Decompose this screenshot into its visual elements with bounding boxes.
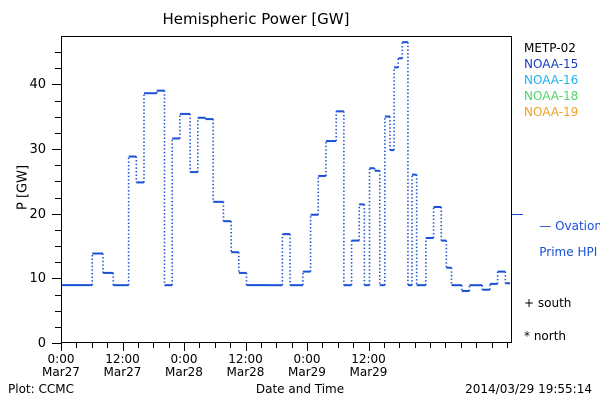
x-tick-minor [445,343,447,348]
timestamp-label: 2014/03/29 19:55:14 [465,382,592,396]
legend: METP-02 NOAA-15 NOAA-16 NOAA-18 NOAA-19 [524,40,578,120]
x-tick-time: 12:00 [228,352,263,366]
x-tick-label: 12:00 Mar27 [78,353,168,379]
legend-item-metp-02[interactable]: METP-02 [524,41,576,55]
x-tick-major [61,343,62,351]
x-tick-minor [153,343,155,348]
x-tick-major [307,343,308,351]
x-tick-minor [291,343,293,348]
x-tick-time: 0:00 [170,352,198,366]
x-tick-minor [260,343,262,348]
y-tick-minor [55,165,61,167]
y-tick-major [52,343,61,344]
ovation-label-line2: Prime HPI [539,245,598,259]
y-tick-minor [55,181,61,183]
y-tick-minor [55,197,61,199]
x-tick-minor [76,343,78,348]
y-tick-major [52,149,61,151]
legend-item-noaa-16[interactable]: NOAA-16 [524,73,579,87]
x-tick-minor [399,343,401,348]
plot-source-label: Plot: CCMC [8,382,74,396]
x-tick-time: 0:00 [47,352,75,366]
x-tick-minor [337,343,339,348]
x-tick-minor [214,343,216,348]
north-marker-note: * north [524,329,567,343]
chart-title: Hemispheric Power [GW] [162,10,350,28]
y-tick-minor [55,294,61,296]
y-tick-minor [55,310,61,312]
x-tick-minor [199,343,201,348]
x-tick-minor [476,343,478,348]
x-tick-major [122,343,124,351]
legend-item-noaa-15[interactable]: NOAA-15 [524,57,579,71]
y-tick-minor [55,326,61,328]
x-tick-minor [491,343,493,348]
x-tick-time: 12:00 [105,352,140,366]
x-tick-major [368,343,370,351]
data-series-canvas [62,41,510,293]
x-tick-date: Mar29 [349,365,388,379]
x-axis-title: Date and Time [255,382,345,396]
x-tick-minor [230,343,232,348]
south-marker-note: + south [524,296,572,310]
x-tick-minor [460,343,462,348]
y-tick-minor [55,229,61,231]
y-tick-label: 40 [29,77,46,93]
x-tick-major [245,343,247,351]
x-tick-time: 12:00 [351,352,386,366]
ovation-label-line1: — Ovation [539,219,600,233]
x-tick-date: Mar27 [42,365,80,379]
x-tick-date: Mar28 [165,365,203,379]
y-axis-title: P [GW] [15,164,31,211]
legend-item-noaa-18[interactable]: NOAA-18 [524,89,579,103]
y-tick-minor [55,68,61,70]
y-tick-label: 10 [29,271,46,287]
legend-item-noaa-19[interactable]: NOAA-19 [524,105,579,119]
plot-area [61,36,512,343]
x-tick-minor [168,343,170,348]
y-tick-minor [55,132,61,134]
y-tick-label: 20 [29,206,46,222]
x-tick-time: 0:00 [293,352,321,366]
y-tick-major [52,278,61,280]
y-tick-label: 30 [29,142,46,158]
x-tick-major [184,343,185,351]
y-tick-minor [55,100,61,102]
x-tick-minor [276,343,278,348]
x-tick-minor [322,343,324,348]
x-tick-minor [91,343,93,348]
x-tick-label: 12:00 Mar28 [201,353,291,379]
x-tick-minor [414,343,416,348]
x-tick-label: 0:00 Mar27 [16,353,106,379]
x-tick-minor [430,343,431,348]
x-tick-date: Mar29 [288,365,326,379]
ovation-legend-dash [512,214,523,215]
ovation-legend-label: — Ovation Prime HPI [524,207,600,272]
y-tick-label: 0 [37,336,46,351]
x-tick-label: 0:00 Mar28 [139,353,229,379]
x-tick-minor [353,343,355,348]
y-tick-minor [55,262,61,264]
x-tick-minor [107,343,109,348]
x-tick-minor [383,343,385,348]
x-tick-date: Mar27 [103,365,142,379]
x-tick-minor [137,343,139,348]
x-tick-label: 12:00 Mar29 [324,353,414,379]
y-tick-major [52,84,61,86]
x-tick-minor [506,343,508,348]
y-tick-minor [55,246,61,248]
y-tick-major [52,213,61,215]
y-tick-minor [55,52,61,54]
y-tick-minor [55,116,61,118]
x-tick-label: 0:00 Mar29 [262,353,352,379]
x-tick-date: Mar28 [226,365,265,379]
